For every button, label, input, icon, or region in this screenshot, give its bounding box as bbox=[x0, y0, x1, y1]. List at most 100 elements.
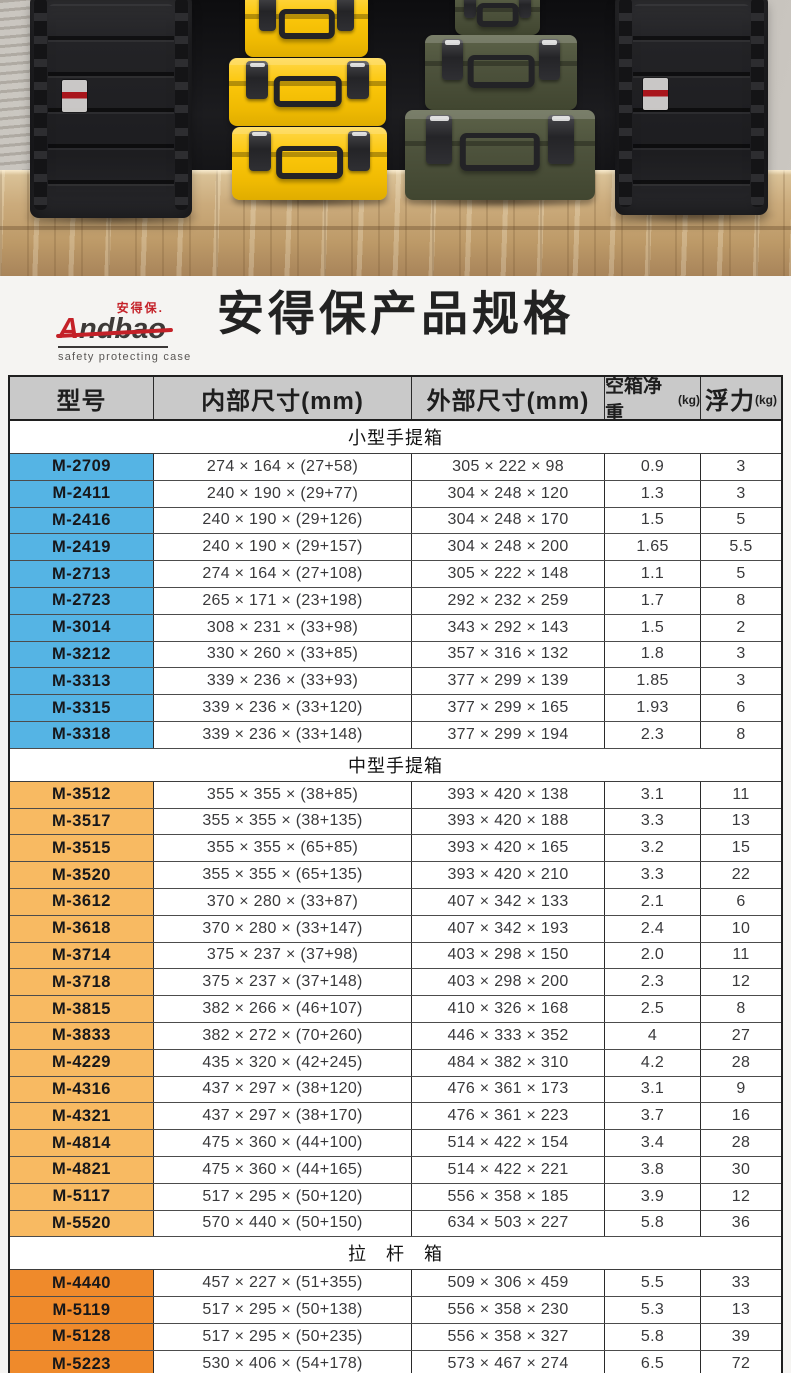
buoyancy-cell: 5.5 bbox=[729, 538, 753, 556]
model-cell: M-5117 bbox=[10, 1183, 154, 1210]
outer-dim-cell: 514 × 422 × 221 bbox=[412, 1156, 605, 1183]
weight-cell: 1.1 bbox=[605, 561, 701, 587]
green-case-large bbox=[405, 110, 595, 200]
buoyancy-cell: 22 bbox=[731, 866, 751, 884]
outer-dim-cell: 377 × 299 × 139 bbox=[412, 668, 605, 695]
table-row: M-4321 437 × 297 × (38+170) 476 × 361 × 22… bbox=[10, 1103, 781, 1131]
table-row: M-3315 339 × 236 × (33+120) 377 × 299 × 16… bbox=[10, 695, 781, 722]
model-cell: M-3014 bbox=[10, 614, 154, 641]
table-row: M-4316 437 × 297 × (38+120) 476 × 361 × 17… bbox=[10, 1076, 781, 1104]
inner-dim-cell: 240 × 190 × (29+126) bbox=[154, 507, 412, 534]
weight-cell: 3.4 bbox=[605, 1130, 701, 1156]
inner-dim-cell: 530 × 406 × (54+178) bbox=[154, 1350, 412, 1373]
weight-cell: 5.3 bbox=[605, 1297, 701, 1323]
table-row: M-2416 240 × 190 × (29+126) 304 × 248 × 17… bbox=[10, 507, 781, 535]
case-latch bbox=[518, 0, 531, 18]
weight-cell: 3.3 bbox=[605, 808, 701, 835]
weight-cell: 2.5 bbox=[605, 996, 701, 1022]
outer-dim-cell: 343 × 292 × 143 bbox=[412, 614, 605, 641]
model-cell: M-2411 bbox=[10, 480, 154, 507]
outer-dim-cell: 357 × 316 × 132 bbox=[412, 641, 605, 668]
weight-cell: 3.1 bbox=[605, 1076, 701, 1103]
table-row: M-3618 370 × 280 × (33+147) 407 × 342 × 19… bbox=[10, 915, 781, 943]
table-row: M-4821 475 × 360 × (44+165) 514 × 422 × 22… bbox=[10, 1156, 781, 1184]
table-header-row: 型号 内部尺寸(mm) 外部尺寸(mm) 空箱净重 (kg) 浮力 (kg) bbox=[10, 376, 781, 424]
inner-dim-cell: 475 × 360 × (44+100) bbox=[154, 1130, 412, 1156]
table-row: M-3718 375 × 237 × (37+148) 403 × 298 × 20… bbox=[10, 969, 781, 997]
inner-dim-cell: 308 × 231 × (33+98) bbox=[154, 614, 412, 641]
weight-cell: 1.3 bbox=[605, 480, 701, 507]
outer-dim-cell: 573 × 467 × 274 bbox=[412, 1350, 605, 1373]
model-cell: M-3313 bbox=[10, 668, 154, 695]
buoyancy-cell: 33 bbox=[731, 1274, 751, 1292]
inner-dim-cell: 274 × 164 × (27+58) bbox=[154, 454, 412, 480]
case-latch bbox=[348, 130, 370, 171]
model-cell: M-3520 bbox=[10, 862, 154, 888]
buoyancy-cell: 10 bbox=[731, 919, 751, 937]
logo-wordmark: Andbao bbox=[55, 314, 173, 344]
buoyancy-cell: 28 bbox=[731, 1134, 751, 1152]
case-handle bbox=[275, 145, 344, 179]
weight-cell: 2.3 bbox=[605, 721, 701, 748]
case-latch bbox=[464, 0, 477, 18]
weight-cell: 1.93 bbox=[605, 695, 701, 721]
case-handle bbox=[459, 133, 541, 172]
table-row: M-5119 517 × 295 × (50+138) 556 × 358 × 23… bbox=[10, 1297, 781, 1324]
buoyancy-cell: 12 bbox=[731, 973, 751, 991]
table-row: M-5223 530 × 406 × (54+178) 573 × 467 × 27… bbox=[10, 1350, 781, 1373]
yellow-case-large bbox=[232, 127, 387, 200]
case-latch bbox=[258, 0, 276, 31]
weight-cell: 3.2 bbox=[605, 835, 701, 862]
model-cell: M-4814 bbox=[10, 1130, 154, 1156]
weight-cell: 3.3 bbox=[605, 862, 701, 888]
weight-cell: 2.0 bbox=[605, 942, 701, 969]
model-cell: M-3315 bbox=[10, 695, 154, 721]
case-handle bbox=[476, 3, 519, 28]
logo-divider bbox=[58, 346, 168, 348]
model-cell: M-3517 bbox=[10, 808, 154, 835]
outer-dim-cell: 476 × 361 × 223 bbox=[412, 1103, 605, 1130]
spec-table: 型号 内部尺寸(mm) 外部尺寸(mm) 空箱净重 (kg) 浮力 (kg) 小型手… bbox=[8, 375, 783, 1373]
inner-dim-cell: 382 × 272 × (70+260) bbox=[154, 1022, 412, 1049]
model-cell: M-4821 bbox=[10, 1156, 154, 1183]
table-row: M-4229 435 × 320 × (42+245) 484 × 382 × 31… bbox=[10, 1049, 781, 1077]
table-row: M-5117 517 × 295 × (50+120) 556 × 358 × 18… bbox=[10, 1183, 781, 1211]
outer-dim-cell: 304 × 248 × 200 bbox=[412, 534, 605, 561]
case-handle bbox=[273, 75, 342, 108]
buoyancy-cell: 12 bbox=[731, 1187, 751, 1205]
buoyancy-cell: 6 bbox=[736, 699, 746, 717]
model-cell: M-4229 bbox=[10, 1049, 154, 1076]
weight-cell: 3.8 bbox=[605, 1156, 701, 1183]
table-row: M-3313 339 × 236 × (33+93) 377 × 299 × 139… bbox=[10, 668, 781, 696]
case-latch bbox=[249, 130, 271, 171]
inner-dim-cell: 339 × 236 × (33+148) bbox=[154, 721, 412, 748]
inner-dim-cell: 240 × 190 × (29+157) bbox=[154, 534, 412, 561]
table-row: M-3714 375 × 237 × (37+98) 403 × 298 × 150… bbox=[10, 942, 781, 970]
outer-dim-cell: 304 × 248 × 120 bbox=[412, 480, 605, 507]
model-cell: M-3718 bbox=[10, 969, 154, 996]
inner-dim-cell: 517 × 295 × (50+138) bbox=[154, 1297, 412, 1323]
green-case-medium bbox=[425, 35, 577, 110]
header-section: 安得保. Andbao safety protecting case 安得保产品… bbox=[0, 276, 791, 375]
inner-dim-cell: 517 × 295 × (50+120) bbox=[154, 1183, 412, 1210]
table-row: M-3512 355 × 355 × (38+85) 393 × 420 × 138… bbox=[10, 781, 781, 809]
outer-dim-cell: 407 × 342 × 193 bbox=[412, 915, 605, 942]
section-title-row: 小型手提箱 bbox=[10, 421, 781, 454]
model-cell: M-4440 bbox=[10, 1270, 154, 1297]
table-row: M-2419 240 × 190 × (29+157) 304 × 248 × 20… bbox=[10, 534, 781, 562]
buoyancy-cell: 15 bbox=[731, 839, 751, 857]
table-row: M-2709 274 × 164 × (27+58) 305 × 222 × 98 0… bbox=[10, 454, 781, 481]
inner-dim-cell: 437 × 297 × (38+170) bbox=[154, 1103, 412, 1130]
inner-dim-cell: 355 × 355 × (38+85) bbox=[154, 781, 412, 808]
outer-dim-cell: 377 × 299 × 165 bbox=[412, 695, 605, 721]
inner-dim-cell: 355 × 355 × (65+85) bbox=[154, 835, 412, 862]
model-cell: M-5520 bbox=[10, 1210, 154, 1237]
table-row: M-3212 330 × 260 × (33+85) 357 × 316 × 132… bbox=[10, 641, 781, 669]
outer-dim-cell: 476 × 361 × 173 bbox=[412, 1076, 605, 1103]
outer-dim-cell: 305 × 222 × 98 bbox=[412, 454, 605, 480]
outer-dim-cell: 484 × 382 × 310 bbox=[412, 1049, 605, 1076]
hero-photo bbox=[0, 0, 791, 276]
green-case-small bbox=[455, 0, 540, 35]
table-row: M-3014 308 × 231 × (33+98) 343 × 292 × 143… bbox=[10, 614, 781, 642]
inner-dim-cell: 435 × 320 × (42+245) bbox=[154, 1049, 412, 1076]
